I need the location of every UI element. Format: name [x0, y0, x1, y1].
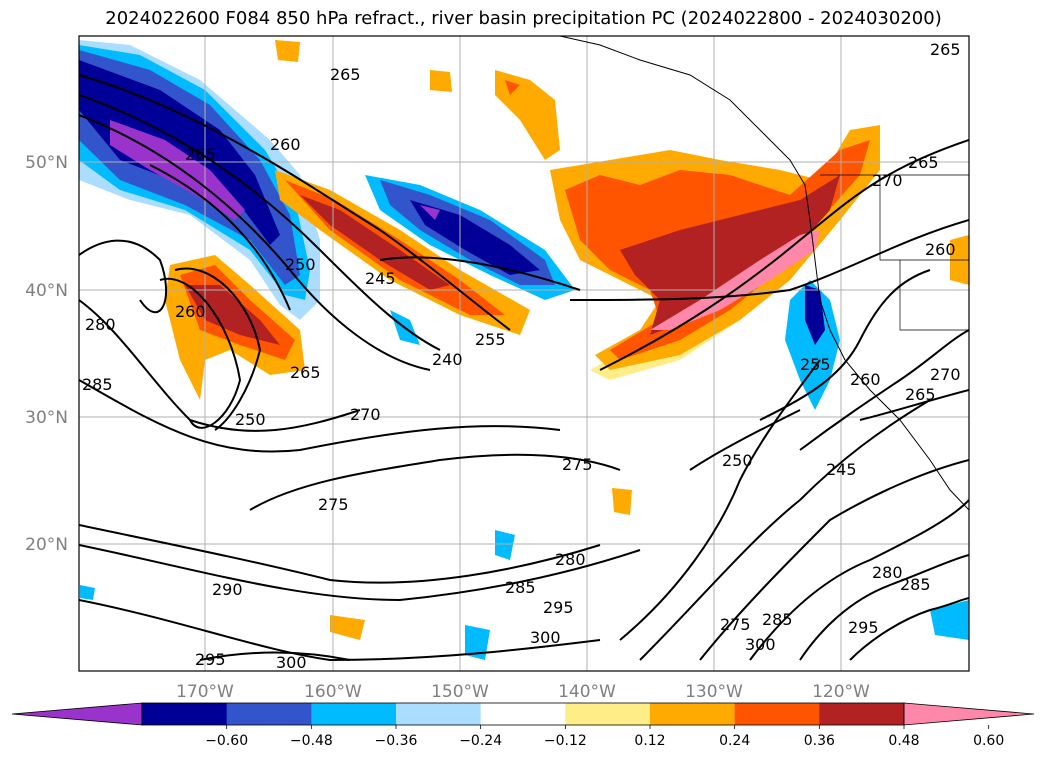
colorbar-segment: [311, 703, 397, 725]
positive-patch-small-2: [612, 488, 632, 515]
contour-label: 270: [872, 171, 903, 190]
contour-label: 265: [908, 153, 939, 172]
contour-label: 285: [762, 610, 793, 629]
contour-label: 245: [365, 269, 396, 288]
lon-label: 130°W: [685, 682, 743, 702]
contour-label: 285: [900, 575, 931, 594]
colorbar-tick-label: 0.36: [804, 733, 835, 749]
positive-band-2-pink: [650, 230, 820, 330]
colorbar-segment: [396, 703, 482, 725]
colorbar-tick-label: 0.24: [719, 733, 750, 749]
negative-patch-central-purple: [420, 205, 440, 220]
positive-band-1-darkred: [300, 195, 450, 290]
colorbar-segment: [142, 703, 228, 725]
contour-label: 260: [925, 240, 956, 259]
positive-band-2-darkred: [620, 175, 840, 335]
contour-label: 265: [290, 363, 321, 382]
contour-label: 280: [85, 315, 116, 334]
positive-patch-left-darkred: [185, 285, 280, 345]
coastline: [559, 36, 969, 511]
colorbar-segment: [565, 703, 651, 725]
positive-patch-north-red: [505, 80, 520, 95]
contour-label: 280: [872, 563, 903, 582]
contour-labels: 265 265 260 250 245 260 280 285 265 250 …: [82, 40, 961, 672]
contour-label: 275: [720, 615, 751, 634]
colorbar-tick-label: −0.24: [459, 733, 502, 749]
map-area: 265 265 260 250 245 260 280 285 265 250 …: [79, 36, 969, 672]
negative-patch-small-2: [495, 530, 515, 560]
contour-label: 295: [848, 618, 879, 637]
map-frame: [78, 35, 970, 672]
colorbar-tick-label: −0.60: [205, 733, 248, 749]
lat-label: 50°N: [25, 153, 68, 173]
colorbar-tick-label: 0.60: [973, 733, 1004, 749]
contour-label: 260: [270, 135, 301, 154]
contour-label: 240: [432, 350, 463, 369]
colorbar-tick-label: 0.12: [634, 733, 665, 749]
colorbar-segment: [650, 703, 736, 725]
contour-label: 285: [505, 578, 536, 597]
negative-coastal-cyan: [785, 280, 840, 410]
colorbar-segment: [819, 703, 905, 725]
positive-patch-north2-orange: [430, 70, 452, 92]
colorbar-frame: [141, 702, 905, 726]
contour-label: 300: [745, 635, 776, 654]
positive-patch-small-1: [330, 615, 365, 640]
lat-label: 20°N: [25, 535, 68, 555]
contour-label: 275: [562, 455, 593, 474]
contour-label: 295: [543, 598, 574, 617]
contour-label: 265: [930, 40, 961, 59]
contour-label: 295: [195, 650, 226, 669]
contour-label: 300: [530, 628, 561, 647]
colorbar-tick-label: 0.48: [888, 733, 919, 749]
colorbar-tick-label: −0.48: [290, 733, 333, 749]
contour-label: 250: [235, 410, 266, 429]
filled-contours: [79, 40, 969, 660]
colorbar-tick-label: −0.12: [544, 733, 587, 749]
positive-patch-north3-orange: [275, 40, 300, 62]
negative-patch-small-4: [930, 600, 969, 640]
lon-label: 150°W: [431, 682, 489, 702]
lat-axis: 50°N 40°N 30°N 20°N: [25, 153, 68, 555]
contour-label: 270: [350, 405, 381, 424]
lon-axis: 170°W 160°W 150°W 140°W 130°W 120°W: [176, 682, 870, 702]
contour-label: 260: [175, 302, 206, 321]
negative-patch-small-5: [80, 585, 95, 600]
lon-label: 160°W: [304, 682, 362, 702]
colorbar-extend-min: [11, 702, 143, 726]
contour-label: 250: [722, 451, 753, 470]
contour-label: 250: [285, 255, 316, 274]
negative-patch-small-3: [465, 625, 490, 660]
contour-label: 255: [475, 330, 506, 349]
contour-label: 270: [930, 365, 961, 384]
contour-lines: [79, 74, 969, 662]
lon-label: 170°W: [176, 682, 234, 702]
lon-label: 140°W: [558, 682, 616, 702]
contour-label: 300: [276, 653, 307, 672]
lat-label: 30°N: [25, 408, 68, 428]
border-lines: [820, 174, 969, 331]
contour-label: 260: [850, 370, 881, 389]
colorbar-tick-label: −0.36: [375, 733, 418, 749]
contour-label: 255: [800, 355, 831, 374]
colorbar-segment: [480, 703, 566, 725]
contour-label: 275: [318, 495, 349, 514]
contour-label: 285: [82, 375, 113, 394]
lat-label: 40°N: [25, 281, 68, 301]
colorbar-segment: [734, 703, 820, 725]
contour-label: 280: [555, 550, 586, 569]
contour-label: 265: [905, 385, 936, 404]
contour-label: 265: [185, 145, 216, 164]
graticule: [79, 36, 969, 671]
colorbar-segment: [226, 703, 312, 725]
contour-label: 265: [330, 65, 361, 84]
contour-label: 290: [212, 580, 243, 599]
colorbar-extend-max: [903, 702, 1035, 726]
colorbar: −0.60 −0.48 −0.36 −0.24 −0.12 0.12 0.24 0.36 0.4…: [11, 702, 1035, 749]
negative-band-central-navy: [410, 200, 540, 275]
contour-label: 245: [826, 460, 857, 479]
lon-label: 120°W: [812, 682, 870, 702]
chart-title: 2024022600 F084 850 hPa refract., river …: [105, 8, 942, 29]
